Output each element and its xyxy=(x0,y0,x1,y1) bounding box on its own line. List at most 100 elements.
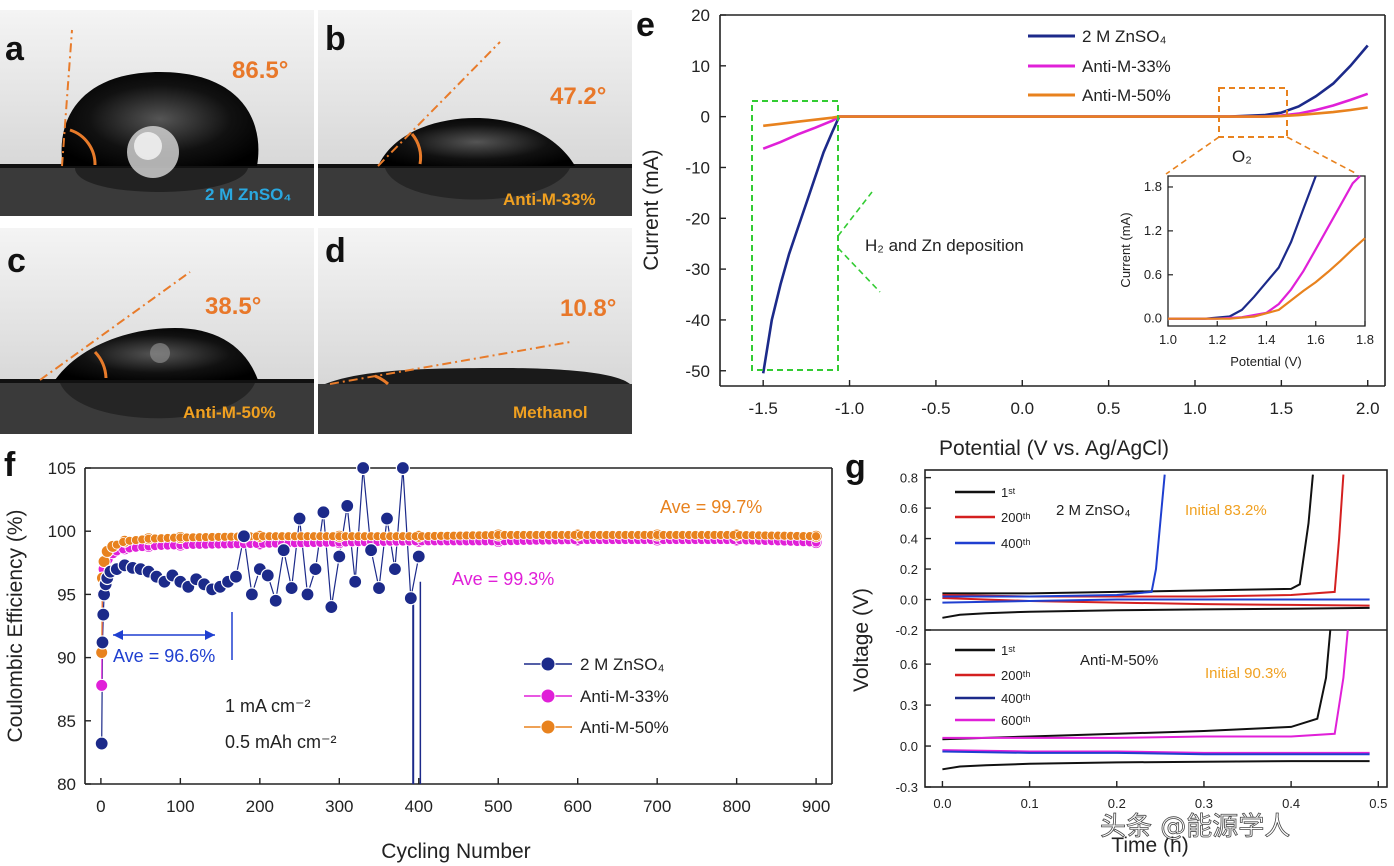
f-point-0 xyxy=(371,580,387,596)
panel-a-angle: 86.5° xyxy=(232,57,288,84)
g-top-legend-200: 200ᵗʰ xyxy=(1001,510,1031,525)
chart-f: f 0 100 200 300 400 500 600 700 800 900 80 85 90 95 10… xyxy=(4,446,833,863)
g-ytick-label: 0.6 xyxy=(900,501,918,516)
g-ytick-label: 0.3 xyxy=(900,698,918,713)
chart-g-bottom-legend: 1ˢᵗ 200ᵗʰ 400ᵗʰ 600ᵗʰ xyxy=(955,643,1031,728)
e-ytick-label: -50 xyxy=(685,362,710,381)
g-top-series-0 xyxy=(942,474,1314,595)
inset-ytick-label: 1.8 xyxy=(1144,179,1162,194)
o2-box xyxy=(1218,87,1288,138)
f-point-0 xyxy=(94,736,109,751)
g-top-legend-400: 400ᵗʰ xyxy=(1001,536,1031,551)
e-xtick-label: -1.5 xyxy=(749,399,778,418)
f-point-0 xyxy=(95,635,110,650)
e-xtick-label: -0.5 xyxy=(921,399,950,418)
f-point-0 xyxy=(411,549,426,564)
f-xtick-label: 0 xyxy=(96,797,105,816)
f-point-0 xyxy=(292,511,307,526)
f-point-0 xyxy=(316,505,331,520)
f-point-0 xyxy=(403,591,418,606)
e-series-2 xyxy=(763,106,1368,128)
f-point-0 xyxy=(356,460,371,476)
g-top-series-1 xyxy=(942,606,1370,619)
f-xtick-label: 200 xyxy=(246,797,274,816)
f-ytick-label: 85 xyxy=(57,712,76,731)
g-bot-legend-200: 200ᵗʰ xyxy=(1001,668,1031,683)
g-xtick-label: 0.3 xyxy=(1195,796,1213,811)
panel-a-label: 2 M ZnSO₄ xyxy=(205,185,292,204)
g-xtick-label: 0.0 xyxy=(933,796,951,811)
legend-f-zn: 2 M ZnSO₄ xyxy=(580,655,664,674)
ave-m33: Ave = 99.3% xyxy=(452,569,554,589)
f-xtick-label: 500 xyxy=(484,797,512,816)
chart-e: e -1.5 -1.0 -0.5 0.0 0.5 1.0 1.5 2.0 -50 -40 -30 -2… xyxy=(636,6,1386,460)
f-point-1 xyxy=(95,678,109,692)
f-xtick-label: 100 xyxy=(166,797,194,816)
panel-b-angle: 47.2° xyxy=(550,83,606,110)
g-bot-legend-1: 1ˢᵗ xyxy=(1001,643,1016,658)
e-ytick-label: -40 xyxy=(685,311,710,330)
watermark: 头条 @能源学人 xyxy=(1100,812,1290,842)
f-point-0 xyxy=(332,549,347,564)
o2-label: O₂ xyxy=(1232,147,1252,166)
legend-f-m33: Anti-M-33% xyxy=(580,687,669,706)
g-ytick-label: -0.2 xyxy=(896,623,918,638)
e-xtick-label: 0.0 xyxy=(1010,399,1034,418)
f-point-0 xyxy=(228,569,244,584)
chart-f-ylabel: Coulombic Efficiency (%) xyxy=(4,509,27,742)
g-bottom-series-4 xyxy=(942,750,1370,756)
g-ytick-label: 0.4 xyxy=(900,532,918,547)
e-ytick-label: 20 xyxy=(691,6,710,25)
chart-g-top-legend: 1ˢᵗ 200ᵗʰ 400ᵗʰ xyxy=(955,485,1031,551)
e-ytick-label: -10 xyxy=(685,158,710,177)
chart-g-letter: g xyxy=(845,448,866,486)
g-top-note: Initial 83.2% xyxy=(1185,502,1267,519)
e-ytick-label: 0 xyxy=(701,108,710,127)
f-point-0 xyxy=(260,568,275,583)
chart-e-letter: e xyxy=(636,6,655,44)
panel-c-angle: 38.5° xyxy=(205,293,261,320)
panel-d-photo: d 10.8° Methanol xyxy=(318,228,632,434)
g-ytick-label: 0.0 xyxy=(900,593,918,608)
chart-g-xlabel: Time (h) xyxy=(1111,834,1188,857)
g-top-title: 2 M ZnSO₄ xyxy=(1056,502,1130,519)
legend-f-zn-marker xyxy=(540,656,556,672)
panel-c-photo: c 38.5° Anti-M-50% xyxy=(0,228,314,434)
f-point-0 xyxy=(363,543,379,558)
chart-f-xlabel: Cycling Number xyxy=(381,840,530,863)
f-point-0 xyxy=(284,580,299,596)
f-point-0 xyxy=(340,498,355,514)
f-point-0 xyxy=(308,562,323,577)
f-point-0 xyxy=(395,460,410,476)
inset-xlabel: Potential (V) xyxy=(1230,354,1302,369)
e-xtick-label: 0.5 xyxy=(1097,399,1121,418)
chart-g-ylabel: Voltage (V) xyxy=(850,588,873,692)
inset-ylabel: Current (mA) xyxy=(1118,212,1133,287)
chart-f-letter: f xyxy=(4,446,16,484)
inset-ytick-label: 0.0 xyxy=(1144,311,1162,326)
f-point-0 xyxy=(96,607,111,622)
legend-f-m50: Anti-M-50% xyxy=(580,718,669,737)
g-top-legend-1: 1ˢᵗ xyxy=(1001,485,1016,500)
g-xtick-label: 0.4 xyxy=(1282,796,1300,811)
f-point-0 xyxy=(268,593,283,608)
g-bottom-series-1 xyxy=(942,760,1370,771)
g-bottom-note: Initial 90.3% xyxy=(1205,665,1287,682)
e-xtick-label: 2.0 xyxy=(1356,399,1380,418)
f-ytick-label: 90 xyxy=(57,649,76,668)
f-point-0 xyxy=(387,562,403,577)
chart-e-xlabel: Potential (V vs. Ag/AgCl) xyxy=(939,437,1169,460)
f-point-0 xyxy=(244,587,259,602)
f-band-2 xyxy=(811,531,822,542)
f-xtick-label: 400 xyxy=(405,797,433,816)
g-bottom-series-0 xyxy=(942,629,1332,741)
legend-e-zn: 2 M ZnSO₄ xyxy=(1082,27,1166,46)
chart-g: g 0.0 0.1 0.2 0.3 0.4 0.5 -0.2 0.0 0.2 0.4 0.6 0.8 -… xyxy=(845,448,1388,857)
g-top-series-4 xyxy=(942,474,1166,598)
legend-e-m50: Anti-M-50% xyxy=(1082,86,1171,105)
ave-m50: Ave = 99.7% xyxy=(660,497,762,517)
e-series-1 xyxy=(762,92,1369,150)
g-bottom-series-3 xyxy=(942,749,1370,754)
chart-e-inset: 1.0 1.2 1.4 1.6 1.8 0.0 0.6 1.2 1.8 Current (mA)… xyxy=(1118,175,1374,369)
inset-ytick-label: 0.6 xyxy=(1144,267,1162,282)
